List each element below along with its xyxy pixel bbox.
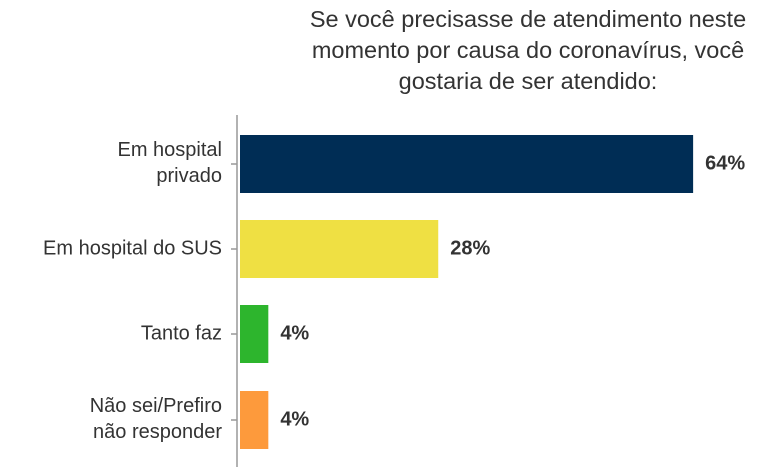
value-label: 4%: [280, 322, 309, 344]
category-label: Não sei/Prefiro não responder: [90, 395, 223, 443]
value-label: 28%: [450, 237, 490, 259]
bar: [240, 135, 694, 193]
category-label: Em hospital privado: [118, 139, 223, 187]
bar: [240, 220, 439, 278]
bar: [240, 391, 269, 449]
bar: [240, 305, 269, 363]
category-label: Tanto faz: [141, 322, 222, 344]
category-label: Em hospital do SUS: [43, 237, 222, 259]
value-label: 4%: [280, 408, 309, 430]
value-label: 64%: [705, 152, 745, 174]
chart-title: Se você precisasse de atendimento neste …: [309, 6, 747, 94]
